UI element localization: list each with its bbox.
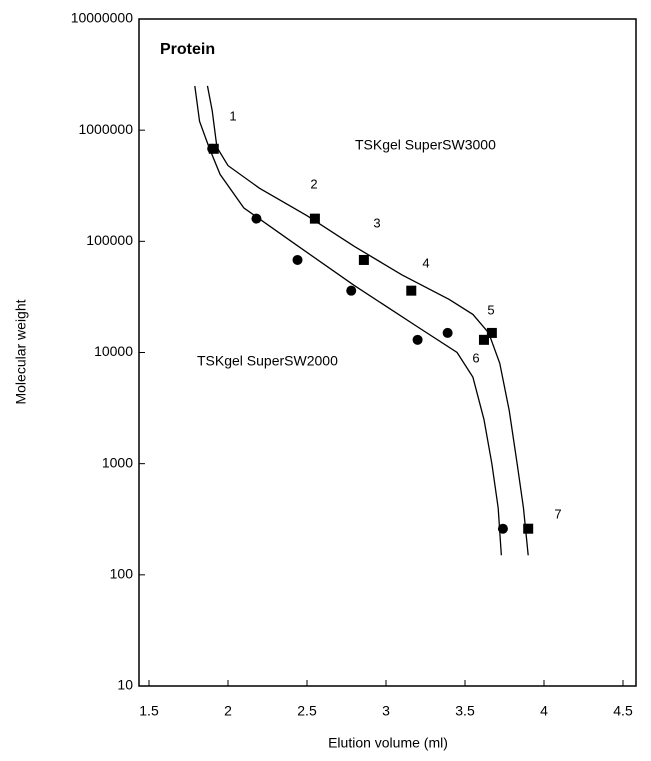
y-axis-label: Molecular weight bbox=[13, 299, 29, 404]
point bbox=[478, 334, 489, 345]
annotation: 5 bbox=[487, 302, 494, 317]
x-tick-label: 4.5 bbox=[613, 703, 633, 719]
point bbox=[486, 327, 497, 338]
y-tick-label: 100 bbox=[110, 566, 134, 582]
fit-curve bbox=[206, 85, 529, 556]
annotation: 6 bbox=[472, 350, 479, 365]
x-tick-label: 4 bbox=[540, 703, 548, 719]
point bbox=[497, 523, 508, 534]
x-tick-label: 3.5 bbox=[455, 703, 475, 719]
annotation: 4 bbox=[422, 255, 429, 270]
y-tick-label: 1000 bbox=[102, 454, 133, 470]
point bbox=[346, 285, 357, 296]
point bbox=[523, 523, 534, 534]
y-tick-label: 100000 bbox=[86, 232, 133, 248]
chart-title: Protein bbox=[160, 41, 215, 58]
annotation: 1 bbox=[229, 108, 236, 123]
series-label: TSKgel SuperSW3000 bbox=[355, 137, 496, 153]
point bbox=[412, 334, 423, 345]
point bbox=[292, 254, 303, 265]
point bbox=[358, 254, 369, 265]
series-label: TSKgel SuperSW2000 bbox=[197, 353, 338, 369]
y-tick-label: 10000 bbox=[94, 343, 133, 359]
annotation: 3 bbox=[373, 215, 380, 230]
x-tick-label: 2.5 bbox=[297, 703, 317, 719]
fit-curve bbox=[194, 85, 502, 556]
point bbox=[442, 327, 453, 338]
annotation: 2 bbox=[310, 176, 317, 191]
x-axis-label: Elution volume (ml) bbox=[328, 735, 448, 751]
point bbox=[251, 213, 262, 224]
y-tick-label: 1000000 bbox=[78, 121, 133, 137]
point bbox=[309, 213, 320, 224]
point bbox=[406, 285, 417, 296]
annotation: 7 bbox=[554, 506, 561, 521]
y-tick-label: 10000000 bbox=[71, 10, 134, 26]
y-tick-label: 10 bbox=[117, 677, 133, 693]
point bbox=[207, 143, 218, 154]
x-tick-label: 3 bbox=[382, 703, 390, 719]
x-tick-label: 2 bbox=[224, 703, 232, 719]
x-tick-label: 1.5 bbox=[139, 703, 159, 719]
